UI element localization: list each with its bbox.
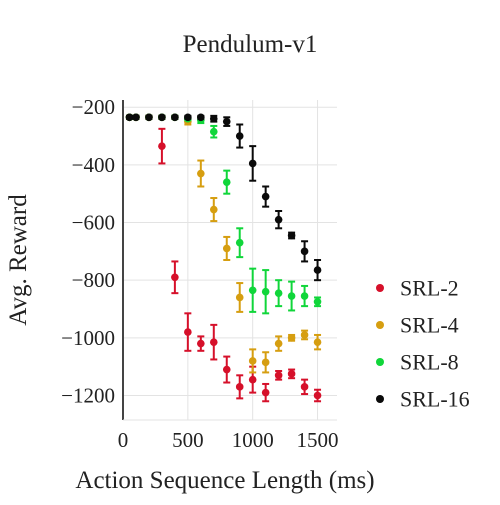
data-point xyxy=(158,142,166,150)
data-point xyxy=(287,231,296,240)
y-tick-label: −1000 xyxy=(61,326,115,350)
data-point xyxy=(235,293,244,302)
x-axis-title: Action Sequence Length (ms) xyxy=(75,467,374,494)
data-point xyxy=(209,338,218,346)
data-point xyxy=(209,114,218,123)
y-tick-label: −1200 xyxy=(61,383,115,407)
data-point xyxy=(235,383,244,391)
legend-label: SRL-8 xyxy=(400,350,459,375)
data-point xyxy=(274,289,283,297)
data-point xyxy=(261,358,270,367)
legend-marker xyxy=(376,395,384,403)
legend-label: SRL-2 xyxy=(400,276,459,301)
data-point xyxy=(125,113,134,122)
data-point xyxy=(132,113,140,122)
y-tick-label: −800 xyxy=(72,268,115,292)
series-srl-8 xyxy=(125,113,322,315)
data-point xyxy=(184,113,192,122)
series-srl-16 xyxy=(125,113,322,282)
y-tick-label: −600 xyxy=(72,211,115,235)
data-point xyxy=(222,117,231,126)
data-point xyxy=(171,273,179,282)
data-point xyxy=(300,383,309,391)
data-point xyxy=(209,127,218,136)
data-point xyxy=(300,331,309,339)
chart-title: Pendulum-v1 xyxy=(183,31,318,58)
data-point xyxy=(287,370,296,378)
legend-item: SRL-2 xyxy=(376,276,459,301)
data-point xyxy=(222,244,231,253)
legend-marker xyxy=(376,321,384,329)
data-point xyxy=(158,113,166,122)
y-axis-title: Avg. Reward xyxy=(5,194,32,326)
x-tick-label: 1000 xyxy=(232,428,274,452)
y-tick-label: −400 xyxy=(72,153,115,177)
data-point xyxy=(248,375,257,384)
data-point xyxy=(184,328,192,336)
series-srl-2 xyxy=(125,113,322,403)
data-point xyxy=(222,178,231,186)
data-point xyxy=(197,339,205,348)
legend: SRL-2 SRL-4 SRL-8 SRL-16 xyxy=(376,276,470,412)
series-group xyxy=(125,113,322,403)
data-point xyxy=(313,338,322,346)
data-point xyxy=(197,169,205,178)
x-tick-label: 1500 xyxy=(297,428,339,452)
data-point xyxy=(313,298,322,306)
data-point xyxy=(222,365,231,374)
data-point xyxy=(261,192,270,201)
legend-label: SRL-16 xyxy=(400,387,470,412)
data-point xyxy=(274,371,283,380)
legend-marker xyxy=(376,284,384,292)
data-point xyxy=(197,113,205,122)
data-point xyxy=(209,205,218,214)
data-point xyxy=(300,247,309,256)
data-point xyxy=(274,339,283,348)
data-point xyxy=(313,266,322,274)
data-point xyxy=(287,292,296,300)
legend-item: SRL-4 xyxy=(376,313,459,338)
y-tick-label: −200 xyxy=(72,95,115,119)
x-tick-label: 0 xyxy=(118,428,129,452)
legend-item: SRL-16 xyxy=(376,387,470,412)
legend-marker xyxy=(376,358,384,366)
data-point xyxy=(235,132,244,140)
data-point xyxy=(300,292,309,300)
data-point xyxy=(248,159,257,168)
data-point xyxy=(248,286,257,295)
legend-item: SRL-8 xyxy=(376,350,459,375)
data-point xyxy=(274,215,283,224)
data-point xyxy=(171,113,179,122)
data-point xyxy=(145,113,153,122)
x-tick-label: 500 xyxy=(172,428,204,452)
legend-label: SRL-4 xyxy=(400,313,459,338)
data-point xyxy=(287,334,296,342)
data-point xyxy=(235,238,244,247)
data-point xyxy=(248,357,257,365)
axes: 0 500 1000 1500 −200 −400 −600 −800 −1000 −1200 xyxy=(61,95,338,452)
data-point xyxy=(261,287,270,296)
data-point xyxy=(313,391,322,400)
data-point xyxy=(261,388,270,397)
series-srl-4 xyxy=(125,113,322,374)
